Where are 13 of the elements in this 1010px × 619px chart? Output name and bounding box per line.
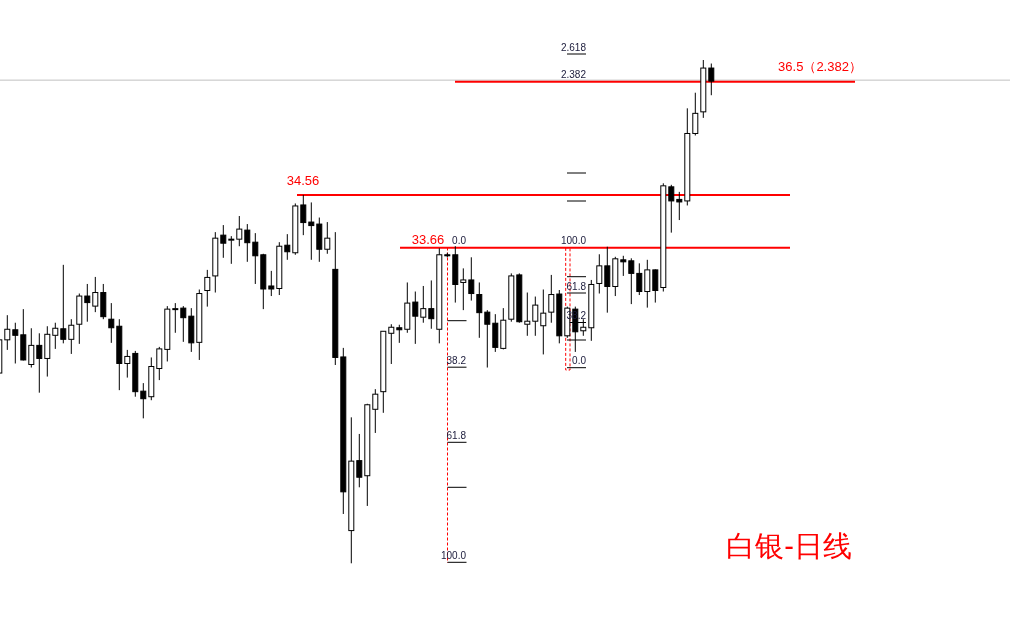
annotation: 100.0 bbox=[440, 549, 466, 561]
annotation: 34.56 bbox=[286, 172, 320, 188]
annotation: 33.66 bbox=[411, 231, 445, 247]
annotation: 2.382 bbox=[560, 69, 586, 80]
annotation: 36.5（2.382） bbox=[778, 58, 862, 74]
annotation: 0.0 bbox=[572, 355, 586, 367]
annotation: 38.2 bbox=[446, 354, 466, 366]
annotation: 61.8 bbox=[446, 429, 466, 441]
annotation: 100.0 bbox=[560, 235, 586, 247]
annotation: 61.8 bbox=[566, 280, 586, 292]
title: 白银-日线 bbox=[726, 530, 852, 562]
annotation: 0.0 bbox=[452, 235, 466, 246]
annotation: 2.618 bbox=[560, 41, 586, 53]
